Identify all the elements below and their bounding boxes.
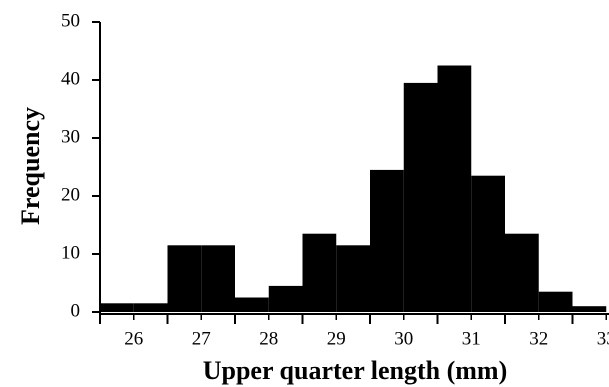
histogram-bar (133, 303, 168, 312)
y-axis-title: Frequency (16, 107, 45, 225)
histogram-bar (201, 245, 235, 312)
histogram-bar (370, 169, 404, 312)
y-axis-ticks: 0 10 20 30 40 50 (61, 10, 100, 321)
x-axis-ticks: 262728293031323334 (99, 314, 609, 349)
x-axis-title: Upper quarter length (mm) (203, 356, 508, 385)
x-tick-label: 26 (124, 328, 143, 349)
histogram-bar (336, 245, 370, 312)
y-tick-label: 20 (61, 184, 80, 205)
histogram-bar (403, 82, 438, 313)
histogram-bar (538, 291, 573, 312)
histogram-bar (302, 233, 337, 312)
y-tick-label: 30 (61, 126, 80, 147)
histogram-bar (471, 175, 505, 312)
histogram-bar (437, 65, 472, 312)
histogram-bar (167, 245, 202, 312)
histogram-bar (268, 285, 303, 312)
y-tick-label: 10 (61, 242, 80, 263)
histogram-bar (235, 297, 269, 312)
histogram-bar (572, 306, 607, 312)
y-tick-label: 50 (61, 10, 80, 31)
histogram-bars (100, 65, 607, 313)
histogram-bar (505, 233, 539, 312)
x-tick-label: 28 (259, 328, 278, 349)
x-tick-label: 32 (529, 328, 548, 349)
x-tick-label: 29 (327, 328, 346, 349)
x-tick-label: 33 (597, 328, 609, 349)
y-tick-label: 40 (61, 68, 80, 89)
x-tick-label: 27 (192, 328, 211, 349)
x-tick-label: 31 (462, 328, 481, 349)
y-tick-label: 0 (71, 300, 81, 321)
histogram-bar (100, 303, 134, 312)
x-tick-label: 30 (394, 328, 413, 349)
